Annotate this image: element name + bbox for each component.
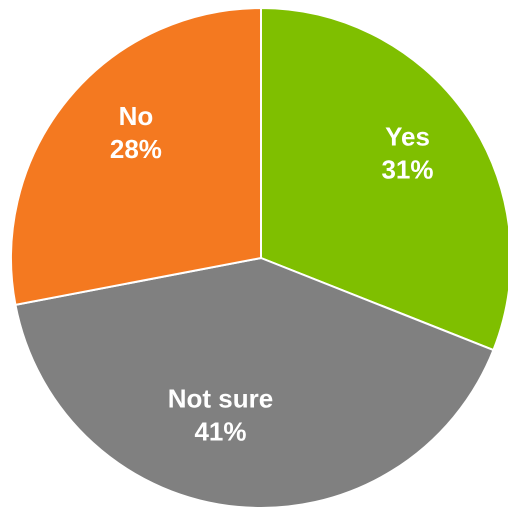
pie-slices (10, 6, 508, 508)
pie-slice-no (10, 6, 262, 307)
pie-slice-not-sure (14, 256, 495, 508)
pie-label-value-not-sure: 41% (194, 416, 246, 446)
pie-label-category-not-sure: Not sure (168, 383, 273, 413)
pie-label-category-yes: Yes (385, 121, 430, 151)
pie-slice-yes (260, 6, 508, 352)
pie-label-category-no: No (119, 101, 154, 131)
pie-label-value-yes: 31% (381, 154, 433, 184)
pie-label-value-no: 28% (110, 134, 162, 164)
